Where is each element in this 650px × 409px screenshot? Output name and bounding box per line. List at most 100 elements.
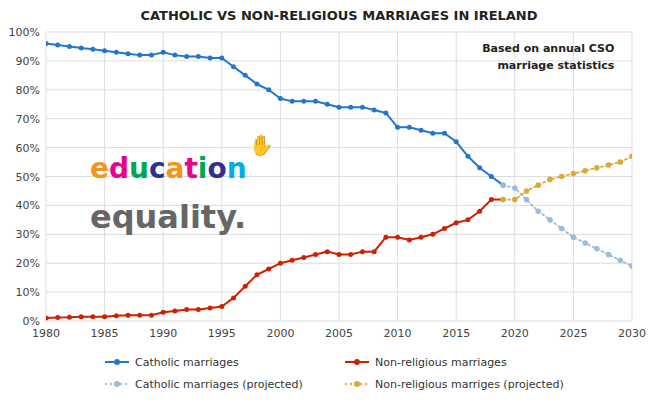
point	[290, 99, 295, 104]
x-tick-label: 1985	[91, 327, 119, 340]
point	[114, 50, 119, 55]
point	[489, 197, 494, 202]
series	[46, 41, 506, 188]
point	[383, 110, 388, 115]
point	[67, 315, 72, 320]
legend-label: Non-religious marriges (projected)	[375, 378, 564, 391]
point	[372, 249, 377, 254]
point	[301, 255, 306, 260]
point	[629, 153, 632, 159]
point	[582, 240, 588, 246]
plot-area	[46, 41, 632, 321]
point	[559, 174, 565, 180]
point	[559, 226, 565, 232]
point	[325, 249, 330, 254]
x-tick-label: 2005	[325, 327, 353, 340]
point	[395, 125, 400, 130]
x-tick-label: 1980	[32, 327, 60, 340]
y-tick-label: 90%	[16, 55, 40, 68]
point	[55, 43, 60, 48]
point	[102, 314, 107, 319]
point	[571, 234, 577, 240]
point	[430, 232, 435, 237]
y-tick-label: 100%	[9, 26, 40, 39]
point	[79, 314, 84, 319]
legend-item: Non-religious marriges (projected)	[345, 378, 564, 391]
point	[547, 217, 553, 223]
watermark-word: education	[90, 152, 247, 185]
legend-marker	[114, 359, 120, 365]
x-tick-label: 2030	[618, 327, 646, 340]
watermark-letter: n	[227, 152, 247, 185]
x-tick-label: 1995	[208, 327, 236, 340]
watermark-letter: d	[109, 152, 129, 185]
point	[524, 197, 530, 203]
point	[442, 226, 447, 231]
legend-marker	[114, 381, 120, 387]
y-tick-label: 40%	[16, 199, 40, 212]
x-grid-line	[514, 32, 515, 321]
series	[46, 197, 506, 320]
point	[90, 314, 95, 319]
point	[149, 53, 154, 58]
point	[55, 315, 60, 320]
series-line	[503, 156, 632, 199]
point	[254, 82, 259, 87]
y-tick-label: 80%	[16, 84, 40, 97]
point	[266, 266, 271, 271]
point	[172, 308, 177, 313]
point	[301, 99, 306, 104]
point	[454, 139, 459, 144]
point	[454, 220, 459, 225]
watermark-letter: e	[90, 152, 109, 185]
annotation: Based on annual CSO	[482, 42, 614, 55]
annotations: Based on annual CSOmarriage statisticsed…	[90, 42, 615, 236]
point	[465, 217, 470, 222]
point	[161, 50, 166, 55]
point	[231, 295, 236, 300]
point	[196, 307, 201, 312]
point	[348, 252, 353, 257]
point	[90, 47, 95, 52]
y-tick-label: 70%	[16, 113, 40, 126]
point	[126, 313, 131, 318]
point	[184, 54, 189, 59]
point	[372, 108, 377, 113]
point	[290, 258, 295, 263]
legend-label: Non-religious marriages	[375, 356, 507, 369]
point	[46, 41, 49, 46]
legend-marker	[354, 359, 360, 365]
y-tick-label: 10%	[16, 286, 40, 299]
point	[430, 131, 435, 136]
point	[102, 48, 107, 53]
point	[266, 87, 271, 92]
legend-item: Catholic marriages	[105, 356, 239, 369]
watermark-letter: i	[198, 152, 208, 185]
point	[571, 171, 577, 177]
series-line	[46, 44, 503, 186]
point	[137, 53, 142, 58]
point	[114, 313, 119, 318]
point	[512, 185, 518, 191]
watermark-icon: ✋	[249, 133, 274, 157]
point	[442, 131, 447, 136]
point	[219, 304, 224, 309]
point	[535, 208, 541, 214]
point	[325, 102, 330, 107]
point	[419, 128, 424, 133]
x-tick-label: 1990	[149, 327, 177, 340]
point	[208, 56, 213, 61]
point	[477, 209, 482, 214]
point	[501, 197, 506, 202]
series	[500, 182, 632, 269]
point	[500, 197, 506, 203]
point	[477, 165, 482, 170]
point	[149, 313, 154, 318]
point	[629, 263, 632, 269]
x-grid-line	[397, 32, 398, 321]
watermark-letter: a	[166, 152, 185, 185]
x-grid-line	[280, 32, 281, 321]
x-grid-line	[339, 32, 340, 321]
watermark-word: equality.	[90, 198, 246, 236]
point	[254, 272, 259, 277]
